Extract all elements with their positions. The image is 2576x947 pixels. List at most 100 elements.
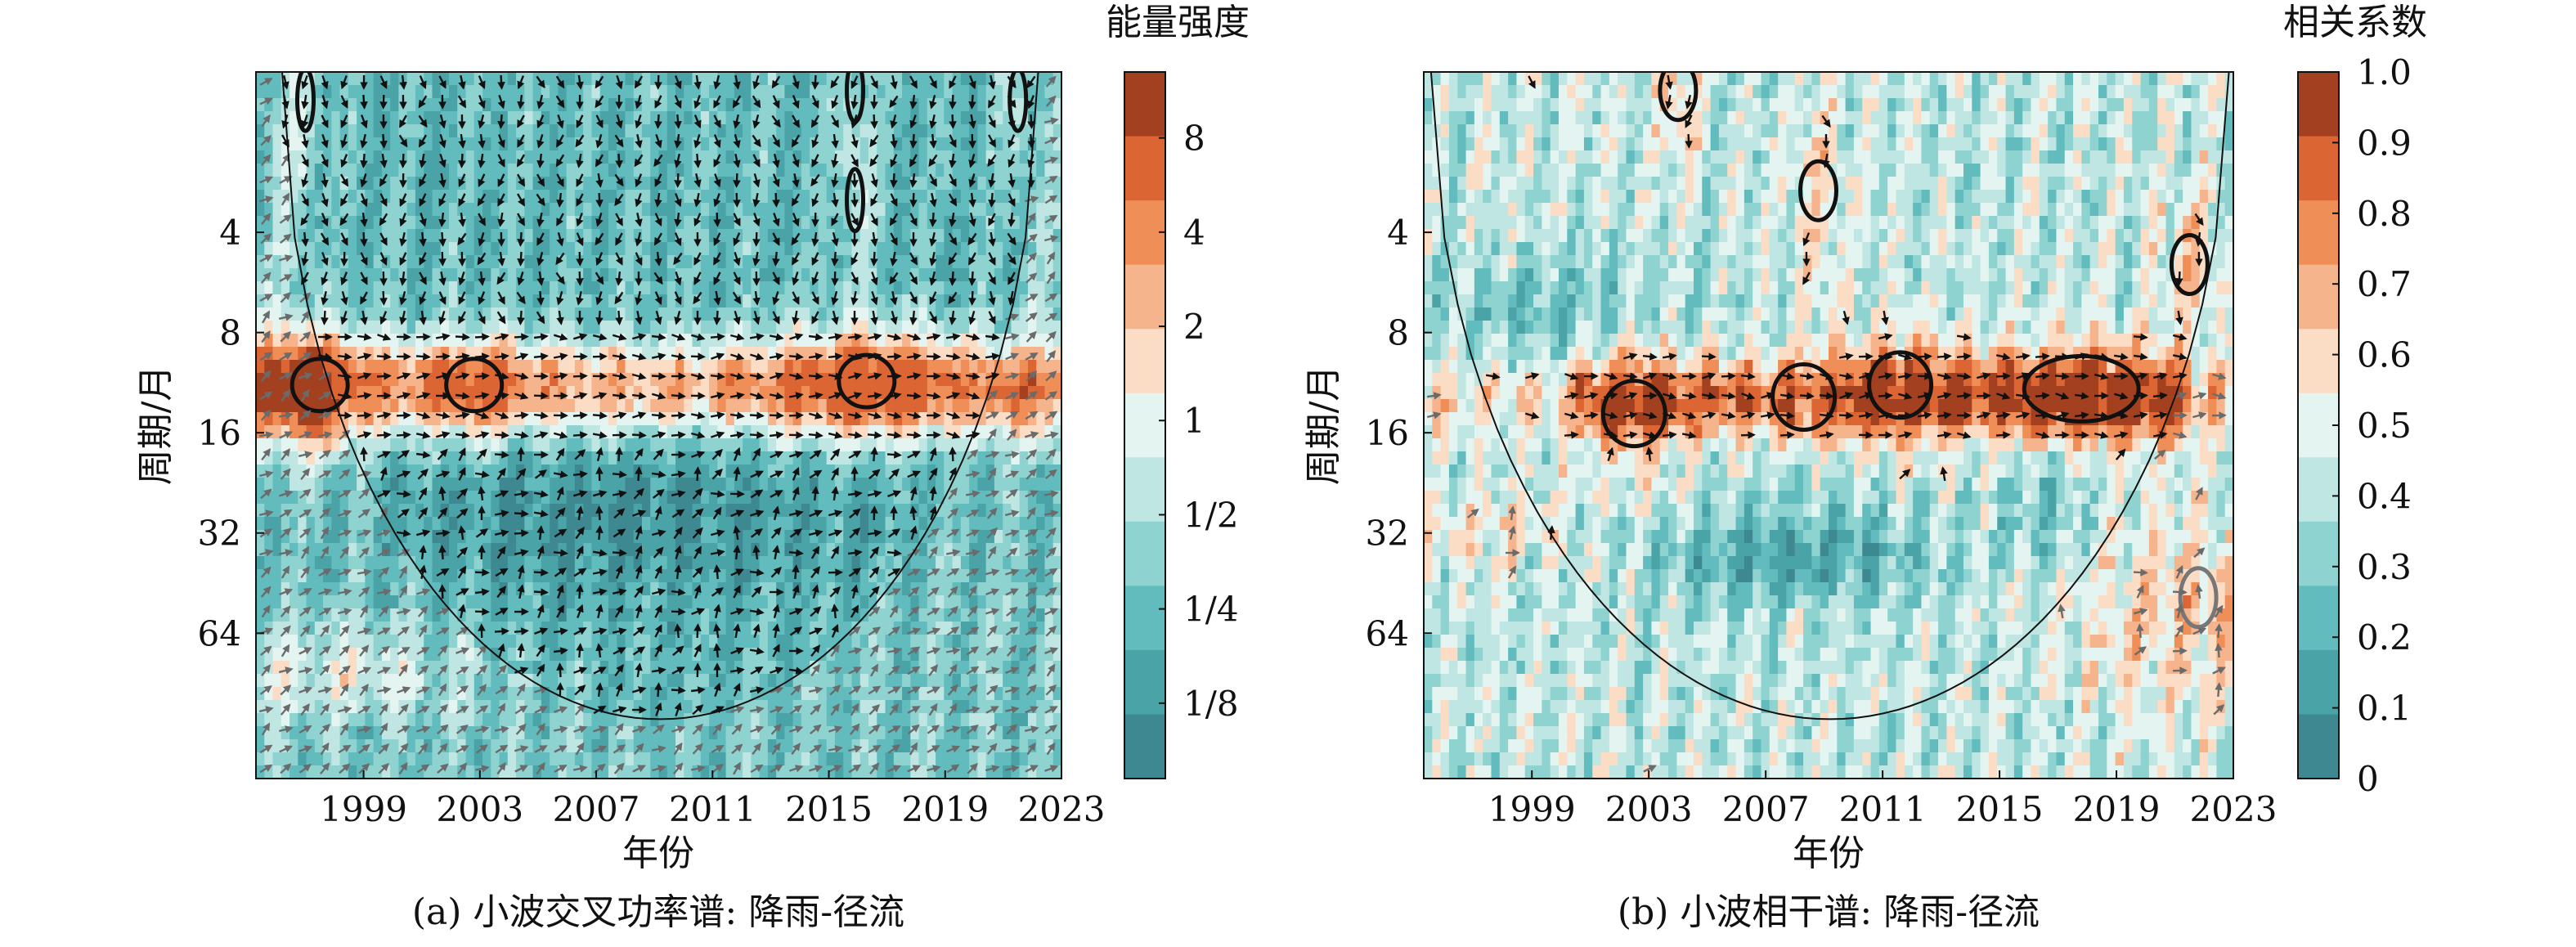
heatmap-cell — [743, 556, 752, 570]
heatmap-cell — [885, 713, 895, 727]
heatmap-cell — [482, 360, 491, 374]
heatmap-cell — [1027, 255, 1037, 269]
heatmap-cell — [818, 661, 828, 675]
heatmap-cell — [759, 739, 769, 753]
heatmap-cell — [264, 438, 274, 452]
heatmap-cell — [566, 582, 576, 596]
heatmap-cell — [541, 765, 550, 779]
heatmap-cell — [902, 347, 911, 361]
heatmap-cell — [952, 137, 962, 151]
heatmap-cell — [398, 360, 408, 374]
heatmap-cell — [264, 713, 274, 727]
heatmap-cell — [1027, 281, 1037, 295]
heatmap-cell — [893, 150, 903, 164]
heatmap-cell — [910, 399, 920, 413]
heatmap-cell — [574, 137, 584, 151]
heatmap-cell — [725, 543, 735, 557]
heatmap-cell — [666, 85, 676, 99]
heatmap-cell — [918, 674, 928, 688]
heatmap-cell — [851, 85, 861, 99]
heatmap-cell — [700, 268, 710, 282]
heatmap-cell — [725, 190, 735, 204]
heatmap-cell — [558, 321, 568, 334]
heatmap-cell — [448, 373, 458, 387]
heatmap-cell — [499, 674, 509, 688]
heatmap-cell — [936, 582, 945, 596]
heatmap-cell — [792, 85, 802, 99]
heatmap-cell — [432, 569, 442, 583]
heatmap-cell — [834, 451, 844, 465]
heatmap-cell — [851, 425, 861, 439]
heatmap-cell — [448, 478, 458, 491]
heatmap-cell — [734, 307, 743, 321]
heatmap-cell — [415, 203, 424, 217]
heatmap-cell — [969, 635, 978, 649]
heatmap-cell — [692, 438, 702, 452]
heatmap-cell — [566, 360, 576, 374]
heatmap-cell — [877, 412, 886, 426]
heatmap-cell — [885, 582, 895, 596]
heatmap-cell — [457, 203, 467, 217]
heatmap-cell — [684, 72, 693, 86]
heatmap-cell — [893, 164, 903, 177]
heatmap-cell — [574, 569, 584, 583]
heatmap-cell — [877, 164, 886, 177]
heatmap-cell — [264, 334, 274, 348]
heatmap-cell — [424, 203, 433, 217]
heatmap-cell — [658, 150, 668, 164]
heatmap-cell — [717, 321, 727, 334]
heatmap-cell — [877, 307, 886, 321]
heatmap-cell — [885, 478, 895, 491]
heatmap-cell — [608, 347, 617, 361]
heatmap-cell — [977, 177, 987, 191]
heatmap-cell — [801, 386, 810, 400]
heatmap-cell — [977, 478, 987, 491]
heatmap-cell — [918, 386, 928, 400]
heatmap-cell — [272, 608, 282, 622]
heatmap-cell — [306, 569, 316, 583]
heatmap-cell — [465, 713, 475, 727]
heatmap-cell — [767, 595, 777, 609]
heatmap-cell — [717, 177, 727, 191]
heatmap-cell — [499, 164, 509, 177]
heatmap-cell — [743, 543, 752, 557]
heatmap-cell — [784, 111, 794, 125]
heatmap-cell — [550, 648, 559, 662]
heatmap-cell — [272, 242, 282, 256]
heatmap-cell — [473, 713, 483, 727]
heatmap-cell — [306, 307, 316, 321]
heatmap-cell — [373, 111, 383, 125]
heatmap-cell — [684, 530, 693, 544]
heatmap-cell — [927, 595, 936, 609]
heatmap-cell — [256, 386, 265, 400]
heatmap-cell — [743, 412, 752, 426]
heatmap-cell — [851, 124, 861, 138]
heatmap-cell — [608, 85, 617, 99]
heatmap-cell — [734, 543, 743, 557]
heatmap-cell — [381, 307, 391, 321]
heatmap-cell — [390, 347, 400, 361]
heatmap-cell — [776, 674, 786, 688]
heatmap-cell — [1011, 294, 1021, 308]
heatmap-cell — [792, 425, 802, 439]
heatmap-cell — [784, 713, 794, 727]
heatmap-cell — [810, 726, 819, 740]
heatmap-cell — [415, 713, 424, 727]
heatmap-cell — [960, 739, 970, 753]
heatmap-cell — [902, 438, 911, 452]
heatmap-cell — [280, 635, 290, 649]
heatmap-cell — [406, 595, 416, 609]
heatmap-cell — [944, 726, 954, 740]
heatmap-cell — [658, 569, 668, 583]
heatmap-cell — [406, 504, 416, 518]
heatmap-cell — [448, 530, 458, 544]
heatmap-cell — [465, 465, 475, 478]
heatmap-cell — [792, 150, 802, 164]
heatmap-cell — [969, 608, 978, 622]
heatmap-cell — [365, 595, 375, 609]
heatmap-cell — [323, 399, 332, 413]
heatmap-cell — [473, 399, 483, 413]
heatmap-cell — [675, 648, 684, 662]
heatmap-cell — [406, 674, 416, 688]
heatmap-cell — [591, 713, 601, 727]
